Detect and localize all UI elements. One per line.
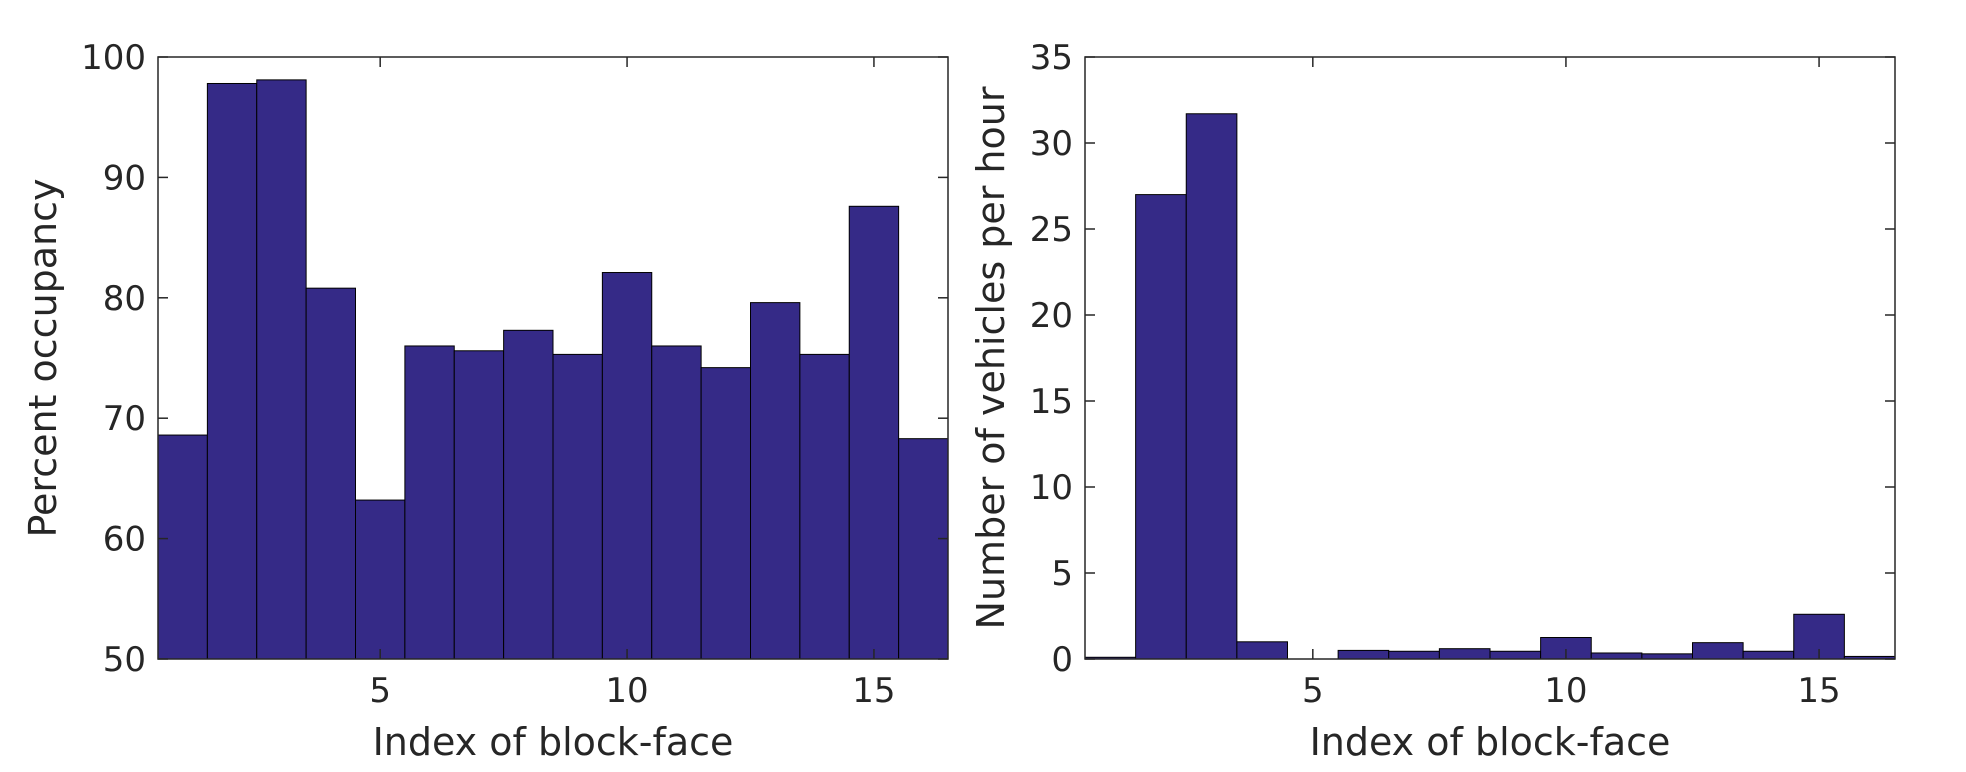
y-tick-label: 0: [1051, 640, 1073, 680]
bar-block-face-1: [157, 434, 208, 660]
y-tick-label: 50: [103, 640, 146, 680]
bar-block-face-14: [1742, 650, 1795, 660]
bar-block-face-11: [651, 345, 702, 660]
y-tick-label: 70: [103, 399, 146, 439]
y-axis-label: Percent occupancy: [21, 178, 65, 537]
y-tick-label: 35: [1030, 38, 1073, 78]
bar-block-face-5: [355, 499, 406, 660]
bar-block-face-4: [1236, 641, 1288, 660]
bar-block-face-11: [1590, 652, 1643, 660]
bar-block-face-8: [503, 329, 554, 660]
axes-frame: [1084, 56, 1896, 660]
bars: [1084, 113, 1896, 660]
bar-block-face-7: [453, 350, 505, 660]
y-tick-label: 100: [81, 38, 146, 78]
bar-block-face-9: [552, 353, 603, 660]
bar-block-face-10: [601, 272, 653, 660]
chart-left-occupancy: 50 60 70 80 90 100 5 10 15 Index of block-face Per…: [21, 38, 949, 764]
y-tick-label: 10: [1030, 468, 1073, 508]
bar-block-face-13: [750, 302, 801, 660]
y-tick-label: 80: [103, 279, 146, 319]
bar-block-face-6: [1337, 649, 1390, 660]
y-tick-label: 90: [103, 158, 146, 198]
bar-block-face-12: [1641, 653, 1693, 660]
bar-block-face-9: [1489, 650, 1542, 660]
bar-block-face-8: [1438, 648, 1491, 660]
x-axis-label: Index of block-face: [373, 720, 734, 764]
y-tick-label: 5: [1051, 554, 1073, 594]
y-tick-label: 20: [1030, 296, 1073, 336]
bars: [157, 79, 949, 660]
x-axis-label: Index of block-face: [1310, 720, 1671, 764]
x-tick-label: 10: [605, 671, 648, 711]
y-axis-label: Number of vehicles per hour: [969, 86, 1013, 629]
bar-block-face-3: [256, 79, 307, 660]
bar-block-face-7: [1388, 650, 1440, 660]
chart-right-vehicles: 0 5 10 15 20 25 30 35 5 10 15 Index of block-face Nu…: [969, 38, 1896, 764]
bar-block-face-15: [848, 205, 900, 660]
x-tick-label: 5: [369, 671, 391, 711]
bar-block-face-6: [404, 345, 455, 660]
y-tick-label: 25: [1030, 210, 1073, 250]
y-tick-label: 30: [1030, 124, 1073, 164]
bar-block-face-13: [1692, 642, 1744, 660]
bar-block-face-2: [206, 82, 258, 660]
bar-block-face-16: [898, 438, 949, 660]
bar-block-face-14: [799, 353, 850, 660]
bar-block-face-12: [700, 367, 751, 660]
x-tick-label: 15: [1797, 671, 1840, 711]
axes-frame: [157, 56, 949, 660]
bar-block-face-3: [1185, 113, 1238, 660]
x-tick-label: 5: [1302, 671, 1324, 711]
y-tick-label: 60: [103, 520, 146, 560]
bar-block-face-4: [305, 287, 356, 660]
x-tick-label: 15: [852, 671, 895, 711]
x-tick-label: 10: [1544, 671, 1587, 711]
bar-block-face-2: [1135, 194, 1187, 660]
y-tick-label: 15: [1030, 382, 1073, 422]
